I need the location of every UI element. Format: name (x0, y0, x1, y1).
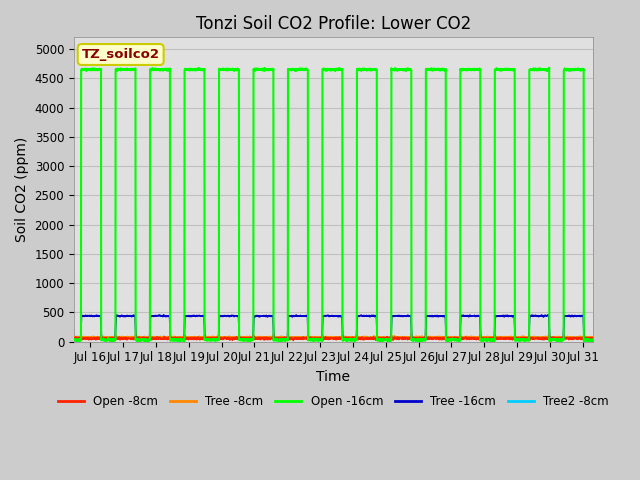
Legend: Open -8cm, Tree -8cm, Open -16cm, Tree -16cm, Tree2 -8cm: Open -8cm, Tree -8cm, Open -16cm, Tree -… (53, 390, 614, 413)
Y-axis label: Soil CO2 (ppm): Soil CO2 (ppm) (15, 137, 29, 242)
Title: Tonzi Soil CO2 Profile: Lower CO2: Tonzi Soil CO2 Profile: Lower CO2 (196, 15, 471, 33)
X-axis label: Time: Time (316, 370, 350, 384)
Text: TZ_soilco2: TZ_soilco2 (82, 48, 160, 61)
